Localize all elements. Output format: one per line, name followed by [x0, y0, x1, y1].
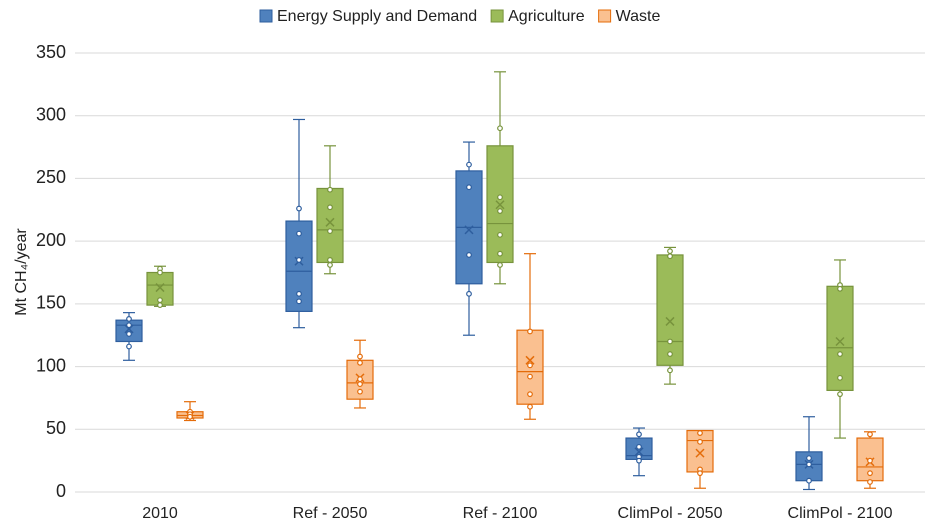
data-point: [296, 298, 302, 305]
mean-marker: [634, 447, 644, 457]
data-point: [697, 438, 703, 445]
y-tick-label: 0: [56, 481, 66, 501]
data-point: [667, 248, 673, 255]
legend-label: Agriculture: [508, 8, 585, 25]
box: [686, 429, 714, 473]
data-point: [527, 403, 533, 410]
x-tick-label: ClimPol - 2100: [788, 505, 893, 522]
data-point: [636, 443, 642, 450]
mean-marker: [325, 217, 335, 227]
data-point: [636, 431, 642, 438]
data-point: [466, 290, 472, 297]
data-point: [697, 430, 703, 436]
data-point: [636, 457, 642, 464]
legend-swatch: [490, 9, 504, 23]
mean-marker: [665, 316, 675, 326]
data-point: [867, 479, 873, 485]
data-point: [327, 262, 333, 268]
y-tick-label: 250: [36, 167, 66, 187]
data-point: [296, 257, 302, 263]
data-point: [357, 388, 363, 395]
data-point: [527, 373, 533, 380]
data-point: [296, 230, 302, 237]
data-point: [527, 391, 533, 398]
data-point: [497, 262, 503, 268]
data-point: [667, 253, 673, 260]
data-point: [296, 290, 302, 297]
mean-marker: [155, 283, 165, 293]
data-point: [527, 362, 533, 369]
x-tick-label: Ref - 2100: [463, 505, 538, 522]
data-point: [497, 208, 503, 214]
data-point: [126, 343, 132, 350]
y-tick-label: 350: [36, 42, 66, 62]
data-point: [837, 374, 843, 381]
legend-label: Energy Supply and Demand: [277, 8, 477, 25]
legend-swatch: [259, 9, 273, 23]
data-point: [497, 250, 503, 257]
box: [316, 187, 344, 264]
mean-marker: [525, 355, 535, 365]
data-point: [327, 228, 333, 235]
mean-marker: [464, 225, 474, 235]
data-point: [357, 353, 363, 360]
legend-label: Waste: [616, 8, 661, 25]
x-tick-label: Ref - 2050: [293, 505, 368, 522]
y-tick-label: 150: [36, 293, 66, 313]
data-point: [497, 194, 503, 201]
data-point: [187, 413, 193, 420]
data-point: [867, 431, 873, 438]
data-point: [697, 470, 703, 477]
y-tick-label: 200: [36, 230, 66, 250]
box: [656, 254, 684, 366]
data-point: [357, 381, 363, 388]
data-point: [837, 391, 843, 398]
data-point: [667, 351, 673, 357]
data-point: [327, 257, 333, 263]
data-point: [867, 457, 873, 464]
data-point: [157, 269, 163, 276]
data-point: [667, 367, 673, 374]
box: [826, 285, 854, 392]
data-point: [527, 328, 533, 335]
data-point: [497, 231, 503, 238]
x-tick-label: 2010: [142, 505, 178, 522]
data-point: [466, 184, 472, 191]
y-axis-label: Mt CH₄/year: [13, 228, 30, 316]
data-point: [806, 461, 812, 468]
data-point: [357, 376, 363, 383]
data-point: [357, 359, 363, 366]
data-point: [806, 477, 812, 484]
data-point: [126, 316, 132, 322]
y-tick-label: 100: [36, 355, 66, 375]
data-point: [327, 204, 333, 211]
mean-marker: [495, 200, 505, 210]
mean-marker: [835, 336, 845, 347]
mean-marker: [695, 448, 705, 458]
y-tick-label: 50: [46, 418, 66, 438]
data-point: [867, 470, 873, 477]
data-point: [466, 252, 472, 258]
x-tick-label: ClimPol - 2050: [618, 505, 723, 522]
data-point: [667, 338, 673, 345]
data-point: [327, 186, 333, 193]
data-point: [126, 331, 132, 337]
data-point: [497, 125, 503, 132]
y-tick-label: 300: [36, 104, 66, 124]
legend: Energy Supply and Demand Agriculture Waste: [259, 8, 661, 25]
data-point: [837, 351, 843, 357]
data-point: [157, 297, 163, 303]
data-point: [466, 161, 472, 168]
legend-swatch: [598, 9, 612, 23]
data-point: [157, 302, 163, 309]
data-point: [806, 455, 812, 462]
data-point: [837, 285, 843, 292]
data-point: [126, 322, 132, 329]
data-point: [296, 205, 302, 212]
